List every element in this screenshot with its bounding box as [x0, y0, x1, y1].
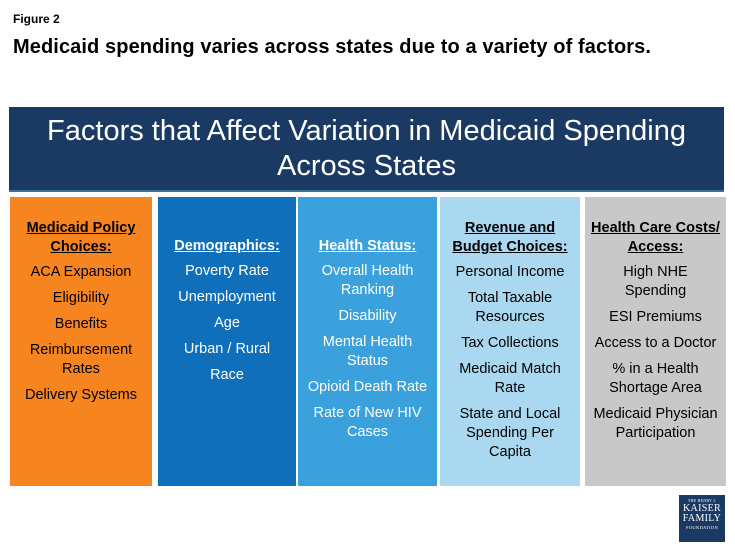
factor-item: Total Taxable Resources — [467, 290, 553, 325]
column-heading: Medicaid Policy Choices: — [26, 220, 136, 255]
factor-column-medicaid-policy: Medicaid Policy Choices: ACA Expansion E… — [10, 197, 152, 486]
factor-item: Poverty Rate — [185, 263, 269, 279]
factor-item: Medicaid Physician Participation — [593, 406, 718, 441]
column-heading: Revenue and Budget Choices: — [452, 220, 568, 255]
factor-column-health-status: Health Status: Overall Health Ranking Di… — [298, 197, 437, 486]
factor-item: Mental Health Status — [322, 334, 413, 369]
factor-item: Access to a Doctor — [594, 335, 717, 351]
kff-logo: THE HENRY J. KAISER FAMILY FOUNDATION — [679, 495, 725, 542]
logo-line: THE HENRY J. — [687, 498, 717, 503]
column-heading: Health Care Costs/ Access: — [591, 220, 720, 255]
figure-label: Figure 2 — [13, 12, 60, 26]
factor-item: State and Local Spending Per Capita — [459, 406, 561, 460]
factor-item: Unemployment — [178, 289, 276, 305]
factor-item: ESI Premiums — [609, 309, 702, 325]
logo-line: KAISER — [683, 503, 721, 514]
factor-item: Eligibility — [52, 290, 110, 306]
factor-column-health-care-costs: Health Care Costs/ Access: High NHE Spen… — [585, 197, 726, 486]
factor-item: Tax Collections — [461, 335, 559, 351]
factor-item: Disability — [338, 308, 397, 324]
factor-item: Personal Income — [455, 264, 565, 280]
banner-title: Factors that Affect Variation in Medicai… — [47, 114, 686, 182]
factor-item: Medicaid Match Rate — [459, 361, 561, 396]
factor-item: Benefits — [54, 316, 108, 332]
factor-item: % in a Health Shortage Area — [609, 361, 702, 396]
factor-item: Reimbursement Rates — [29, 342, 133, 377]
figure-title: Medicaid spending varies across states d… — [13, 36, 652, 58]
logo-line: FOUNDATION — [686, 525, 718, 530]
column-heading: Demographics: — [174, 238, 280, 254]
factor-item: Rate of New HIV Cases — [313, 405, 422, 440]
factor-item: Urban / Rural — [183, 341, 271, 357]
factor-item: Overall Health Ranking — [321, 263, 414, 298]
column-heading: Health Status: — [318, 238, 417, 254]
diagram-banner: Factors that Affect Variation in Medicai… — [9, 107, 724, 192]
factor-item: High NHE Spending — [623, 264, 688, 299]
factor-item: ACA Expansion — [30, 264, 132, 280]
factor-column-revenue-budget: Revenue and Budget Choices: Personal Inc… — [440, 197, 580, 486]
logo-line: FAMILY — [682, 513, 722, 524]
factor-column-demographics: Demographics: Poverty Rate Unemployment … — [158, 197, 296, 486]
factor-item: Opioid Death Rate — [307, 379, 428, 395]
factor-item: Age — [214, 315, 240, 331]
factor-item: Race — [210, 367, 244, 383]
factor-item: Delivery Systems — [25, 387, 137, 403]
